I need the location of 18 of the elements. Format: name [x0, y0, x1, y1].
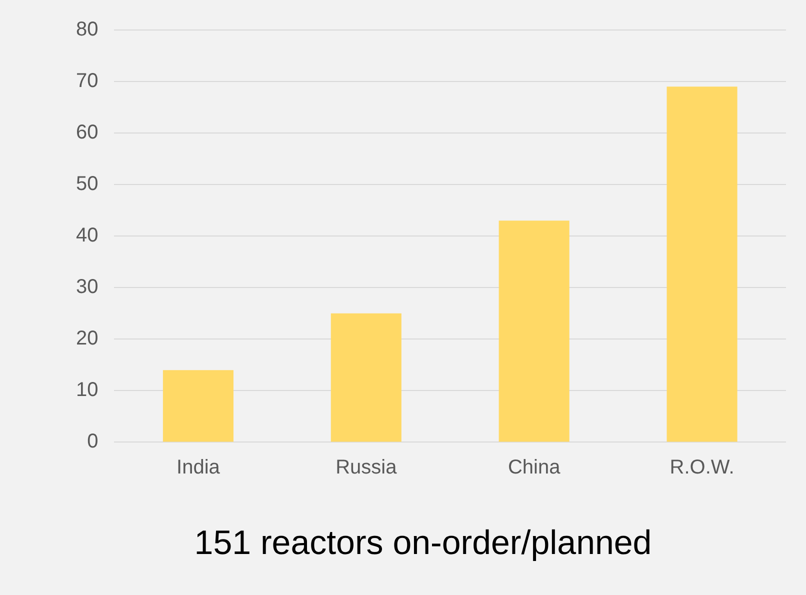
y-tick-label: 70: [76, 70, 98, 92]
y-tick-label: 50: [76, 173, 98, 196]
y-tick-label: 10: [76, 379, 98, 402]
y-tick-label: 40: [76, 224, 98, 247]
text: 151 reactors on-order/planned: [194, 524, 652, 562]
y-tick-label: 30: [76, 276, 98, 298]
bar: [666, 86, 738, 442]
y-tick-label: 80: [76, 18, 98, 41]
y-tick-label: 20: [76, 328, 98, 350]
bar: [330, 313, 402, 442]
x-tick-label: Russia: [336, 456, 398, 479]
bar: [162, 370, 234, 442]
x-tick-label: China: [508, 456, 562, 479]
x-tick-label: India: [176, 456, 221, 479]
y-tick-label: 0: [87, 430, 98, 453]
x-tick-label: R.O.W.: [670, 456, 734, 479]
bar: [498, 220, 570, 442]
y-tick-label: 60: [76, 122, 98, 144]
